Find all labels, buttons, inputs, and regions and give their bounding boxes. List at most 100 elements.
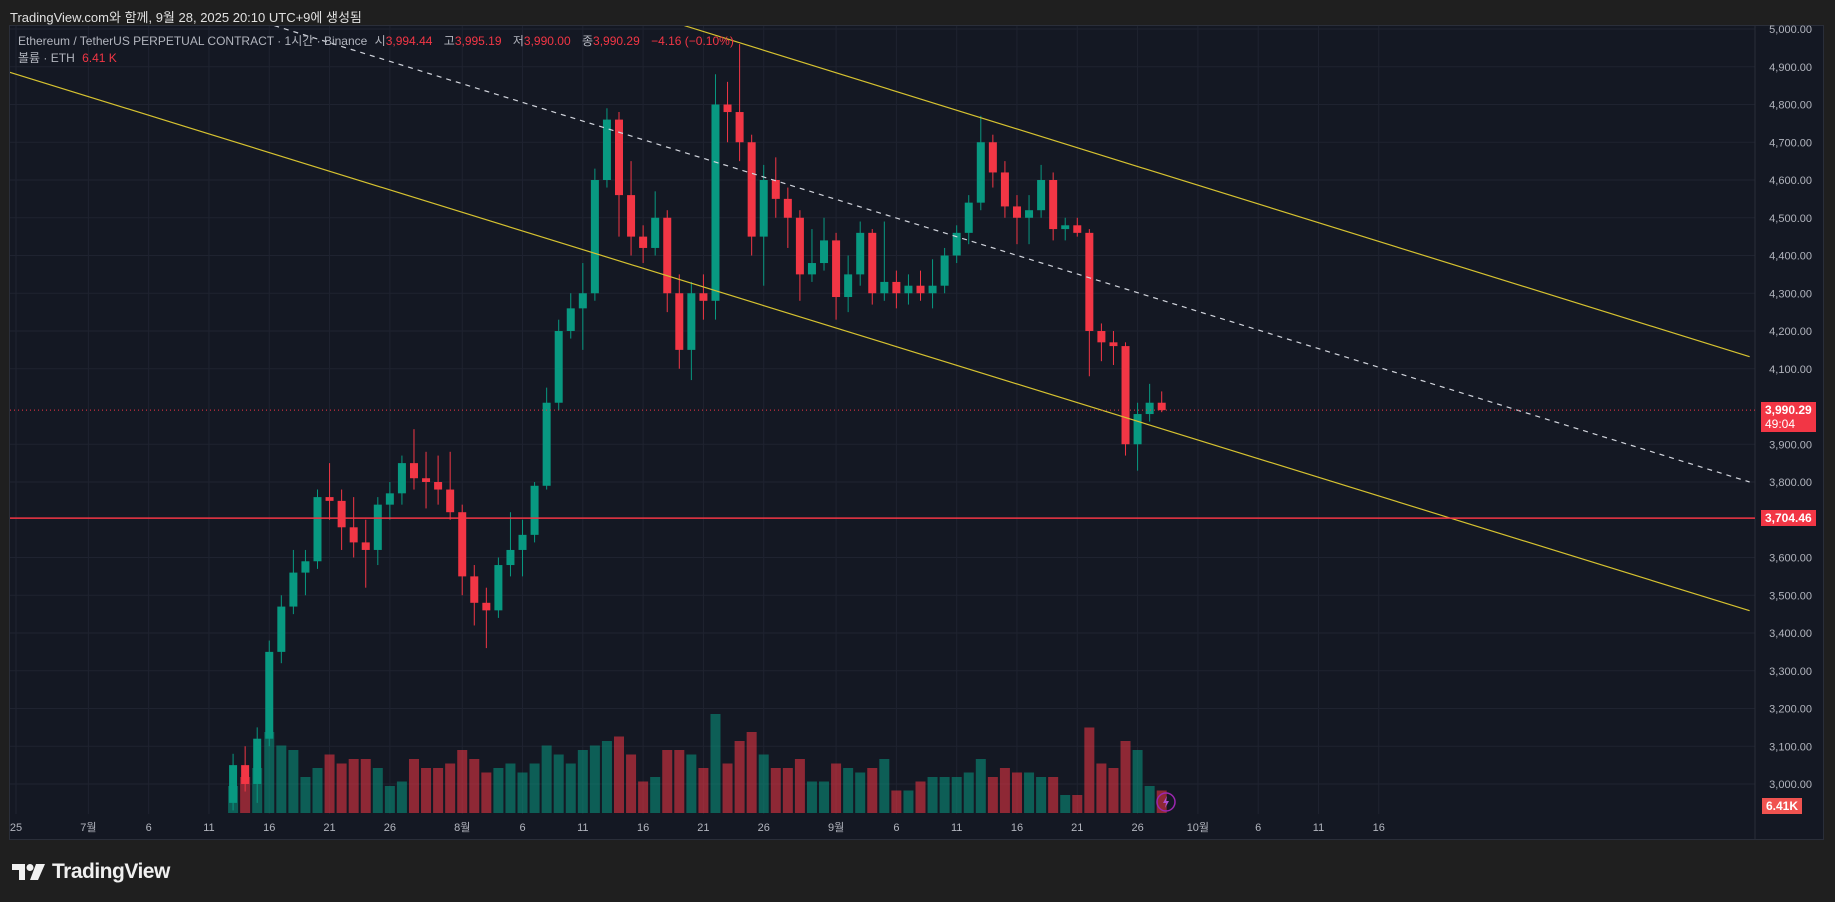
time-axis: 25 7월 6 11 16 21 26 8월 6 11 16 21 26 9월 6 11 16 21 26 10월 6 1… xyxy=(10,821,1385,834)
candle-body xyxy=(771,180,780,199)
time-tick-label: 7월 xyxy=(80,821,96,834)
candle-body xyxy=(1073,225,1082,233)
volume-bar xyxy=(1048,777,1059,813)
candles xyxy=(229,44,1166,811)
volume-bar xyxy=(517,772,528,813)
price-tick-label: 4,700.00 xyxy=(1769,137,1812,149)
volume-bar xyxy=(614,736,624,813)
volume-bar xyxy=(758,754,769,813)
candle-body xyxy=(409,463,418,479)
tradingview-logo[interactable]: TradingView xyxy=(12,860,170,884)
volume-bar xyxy=(1108,768,1119,813)
volume-bar xyxy=(1096,763,1107,813)
lightning-icon[interactable] xyxy=(1156,792,1176,812)
volume-bar xyxy=(987,777,998,813)
volume-bar xyxy=(1156,790,1167,813)
volume-bar xyxy=(529,763,540,813)
close-label: 종 xyxy=(581,34,594,48)
candle-body xyxy=(434,482,443,490)
candle-body xyxy=(928,285,937,294)
time-tick-label: 6 xyxy=(893,822,899,834)
volume-bar xyxy=(782,768,793,813)
candle-body xyxy=(759,180,768,237)
candle-body xyxy=(663,217,672,294)
candle-body xyxy=(1037,180,1046,211)
bar-countdown: 49:04 xyxy=(1765,417,1796,431)
price-tick-label: 3,400.00 xyxy=(1769,628,1812,640)
candle-body xyxy=(747,142,756,237)
time-tick-label: 21 xyxy=(323,822,335,834)
candle-body xyxy=(783,198,792,218)
candle-body xyxy=(1049,180,1058,230)
candle-body xyxy=(687,293,696,350)
candle-body xyxy=(446,489,455,513)
candle-body xyxy=(337,500,346,528)
volume-bar xyxy=(264,732,275,813)
channel-midline xyxy=(274,26,1750,483)
candle-body xyxy=(639,236,648,248)
volume-bar xyxy=(577,750,588,813)
channel-trendline xyxy=(10,71,1750,612)
candle-body xyxy=(1145,402,1154,415)
price-tick-label: 4,200.00 xyxy=(1769,326,1812,338)
candle-body xyxy=(542,402,551,486)
volume-value: 6.41 K xyxy=(82,51,117,65)
volume-bar xyxy=(638,781,649,813)
trendlines xyxy=(10,26,1755,612)
price-tick-label: 3,200.00 xyxy=(1769,704,1812,716)
candle-body xyxy=(506,549,515,566)
symbol-title[interactable]: Ethereum / TetherUS PERPETUAL CONTRACT ·… xyxy=(18,34,368,48)
legend-ohlc-row: Ethereum / TetherUS PERPETUAL CONTRACT ·… xyxy=(18,33,738,50)
candle-body xyxy=(892,281,901,294)
volume-bar xyxy=(951,777,962,813)
candle-body xyxy=(615,119,623,196)
candle-body xyxy=(807,263,816,275)
price-tick-label: 4,400.00 xyxy=(1769,251,1812,263)
time-tick-label: 16 xyxy=(637,822,649,834)
volume-bar xyxy=(746,732,757,813)
price-tick-label: 3,800.00 xyxy=(1769,477,1812,489)
high-label: 고 xyxy=(443,34,455,48)
volume-bar xyxy=(867,768,878,813)
price-tick-label: 5,000.00 xyxy=(1769,24,1812,36)
open-label: 시 xyxy=(374,34,386,48)
price-axis: 5,000.00 4,900.00 4,800.00 4,700.00 4,600.00… xyxy=(1769,24,1812,791)
candle-body xyxy=(735,112,744,143)
candle-body xyxy=(916,285,925,294)
volume-bar xyxy=(1011,772,1022,813)
volume-bar xyxy=(963,772,974,813)
price-tick-label: 3,500.00 xyxy=(1769,590,1812,602)
time-tick-label: 6 xyxy=(519,822,525,834)
price-tick-label: 3,000.00 xyxy=(1769,779,1812,791)
candle-body xyxy=(988,142,997,173)
volume-bar xyxy=(493,768,504,813)
candle-body xyxy=(349,527,358,543)
candle-body xyxy=(940,255,949,286)
time-tick-label: 26 xyxy=(384,822,396,834)
volume-bar xyxy=(855,772,866,813)
price-tick-label: 4,100.00 xyxy=(1769,364,1812,376)
volume-bar xyxy=(999,768,1010,813)
time-tick-label: 26 xyxy=(1131,822,1143,834)
price-tick-label: 4,500.00 xyxy=(1769,213,1812,225)
candle-body xyxy=(241,765,250,784)
volume-label: 볼륨 · ETH xyxy=(18,51,75,65)
volume-bar xyxy=(1084,727,1095,813)
volume-bar xyxy=(674,750,685,813)
volume-bar xyxy=(927,777,938,813)
volume-bar xyxy=(505,763,516,813)
candle-body xyxy=(325,497,334,501)
candle-body xyxy=(1085,232,1094,331)
price-tick-label: 3,600.00 xyxy=(1769,553,1812,565)
volume-bar xyxy=(324,754,335,813)
volume-bar xyxy=(1072,795,1083,813)
chart-panel[interactable] xyxy=(9,25,1824,840)
price-tick-label: 4,800.00 xyxy=(1769,100,1812,112)
candle-body xyxy=(904,285,913,294)
candle-body xyxy=(470,576,479,603)
brand-name: TradingView xyxy=(52,860,170,883)
volume-bar xyxy=(722,763,733,813)
time-tick-label: 26 xyxy=(758,822,770,834)
time-tick-label: 11 xyxy=(951,822,962,834)
